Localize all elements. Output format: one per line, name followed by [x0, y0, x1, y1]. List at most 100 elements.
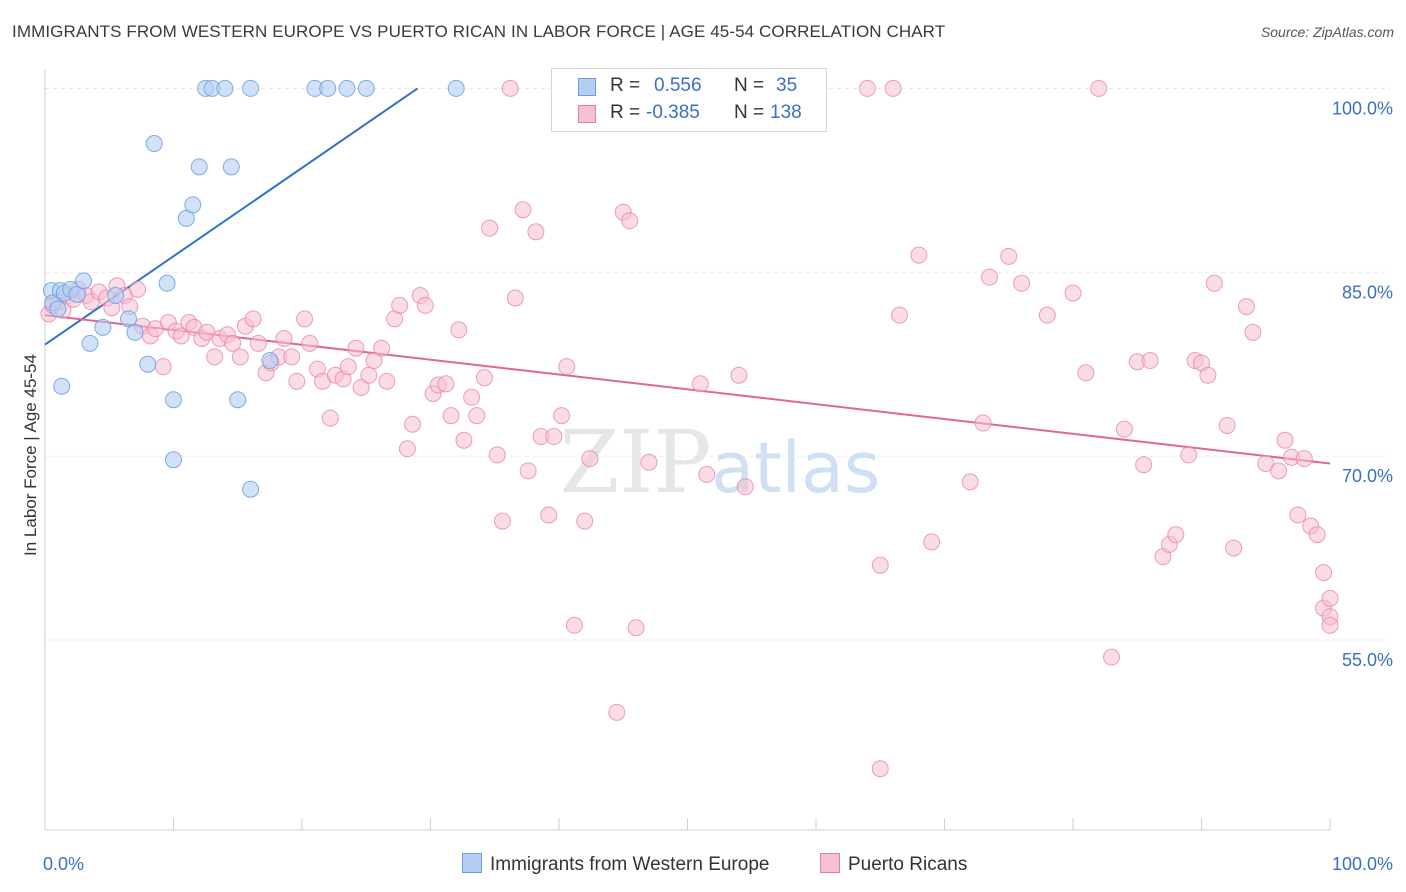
y-tick-label: 70.0% [1342, 466, 1393, 486]
data-point-western-europe [75, 272, 93, 290]
data-point-western-europe [184, 196, 202, 214]
data-point-puerto-ricans [347, 339, 365, 357]
data-point-puerto-ricans [558, 358, 576, 376]
legend-n-label: N = [734, 75, 765, 96]
data-point-puerto-ricans [1225, 539, 1243, 557]
data-point-western-europe [139, 355, 157, 373]
data-point-puerto-ricans [398, 440, 416, 458]
data-point-puerto-ricans [468, 407, 486, 425]
data-point-puerto-ricans [339, 358, 357, 376]
data-point-puerto-ricans [691, 375, 709, 393]
axes [44, 70, 1331, 831]
data-point-western-europe [222, 158, 240, 176]
data-point-puerto-ricans [1218, 416, 1236, 434]
legend-r-label: R = [610, 102, 641, 123]
data-point-puerto-ricans [910, 246, 928, 264]
data-point-puerto-ricans [416, 296, 434, 314]
data-point-puerto-ricans [1257, 454, 1275, 472]
watermark: ZIPatlas [560, 413, 881, 513]
data-point-puerto-ricans [455, 431, 473, 449]
y-tick-label: 55.0% [1342, 650, 1393, 670]
data-point-puerto-ricans [275, 329, 293, 347]
data-point-puerto-ricans [1077, 364, 1095, 382]
data-point-puerto-ricans [1321, 616, 1339, 634]
bottom-legend-puerto-ricans: Puerto Ricans [820, 853, 967, 876]
data-point-puerto-ricans [1064, 284, 1082, 302]
data-point-western-europe [229, 391, 247, 409]
data-point-puerto-ricans [501, 79, 519, 97]
data-point-puerto-ricans [352, 378, 370, 396]
data-point-puerto-ricans [301, 334, 319, 352]
data-point-puerto-ricans [249, 334, 267, 352]
data-point-puerto-ricans [858, 79, 876, 97]
data-point-puerto-ricans [442, 407, 460, 425]
data-point-puerto-ricans [463, 388, 481, 406]
source-label: Source: ZipAtlas.com [1260, 24, 1394, 40]
data-point-puerto-ricans [493, 512, 511, 530]
data-point-puerto-ricans [891, 306, 909, 324]
data-point-puerto-ricans [1237, 298, 1255, 316]
bottom-legend-swatch-pink [820, 853, 840, 873]
data-point-puerto-ricans [506, 289, 524, 307]
data-point-western-europe [158, 274, 176, 292]
data-point-puerto-ricans [871, 760, 889, 778]
chart-title: IMMIGRANTS FROM WESTERN EUROPE VS PUERTO… [12, 22, 946, 41]
data-point-puerto-ricans [1244, 323, 1262, 341]
legend-n-value: 35 [776, 75, 798, 96]
data-point-puerto-ricans [1180, 446, 1198, 464]
data-point-puerto-ricans [1276, 431, 1294, 449]
bottom-legend-swatch-blue [462, 853, 482, 873]
data-point-western-europe [165, 451, 182, 469]
data-point-puerto-ricans [475, 369, 493, 387]
watermark-zip: ZIP [560, 413, 712, 513]
bottom-legend-western-europe: Immigrants from Western Europe [462, 853, 769, 876]
data-point-puerto-ricans [1090, 79, 1108, 97]
data-point-western-europe [107, 287, 125, 305]
data-point-puerto-ricans [296, 310, 314, 328]
data-point-puerto-ricans [1135, 456, 1153, 474]
data-point-puerto-ricans [488, 446, 506, 464]
data-point-puerto-ricans [1289, 506, 1307, 524]
x-tick-label-min: 0.0% [43, 854, 84, 874]
data-point-puerto-ricans [373, 339, 391, 357]
data-point-western-europe [357, 79, 375, 97]
data-point-puerto-ricans [288, 372, 306, 390]
data-point-puerto-ricans [1321, 589, 1339, 607]
legend-n-value: 138 [770, 102, 802, 123]
data-point-puerto-ricans [1038, 306, 1056, 324]
data-point-puerto-ricans [527, 223, 545, 241]
data-point-puerto-ricans [172, 327, 190, 345]
series-puerto-ricans [40, 79, 1339, 778]
y-tick-label: 85.0% [1342, 282, 1393, 302]
data-point-puerto-ricans [608, 703, 626, 721]
data-point-puerto-ricans [1013, 274, 1031, 292]
data-point-puerto-ricans [1199, 366, 1217, 384]
data-point-western-europe [338, 79, 356, 97]
data-point-puerto-ricans [365, 352, 383, 370]
legend-n-label: N = [734, 102, 765, 123]
data-point-western-europe [126, 323, 144, 341]
data-point-puerto-ricans [923, 533, 941, 551]
y-tick-label: 100.0% [1332, 98, 1393, 118]
data-point-puerto-ricans [545, 428, 563, 446]
data-point-puerto-ricans [481, 219, 499, 237]
watermark-atlas: atlas [711, 427, 880, 509]
trend-line-western-europe [44, 87, 419, 346]
data-point-western-europe [242, 480, 260, 498]
data-point-puerto-ricans [1270, 462, 1288, 480]
data-point-western-europe [242, 79, 260, 97]
data-point-western-europe [216, 79, 234, 97]
data-point-western-europe [81, 334, 99, 352]
data-point-puerto-ricans [154, 358, 172, 376]
y-axis-title: In Labor Force | Age 45-54 [21, 354, 40, 556]
axis-labels: 55.0% 70.0% 85.0% 100.0% 0.0% 100.0% In Labor … [21, 98, 1393, 874]
bottom-legend-label: Puerto Ricans [848, 854, 968, 875]
data-point-puerto-ricans [730, 366, 748, 384]
data-point-puerto-ricans [627, 619, 645, 637]
data-point-western-europe [447, 79, 465, 97]
legend-r-value: -0.385 [646, 102, 700, 123]
data-point-puerto-ricans [378, 372, 396, 390]
legend-r-label: R = [610, 75, 641, 96]
data-point-puerto-ricans [1103, 648, 1121, 666]
